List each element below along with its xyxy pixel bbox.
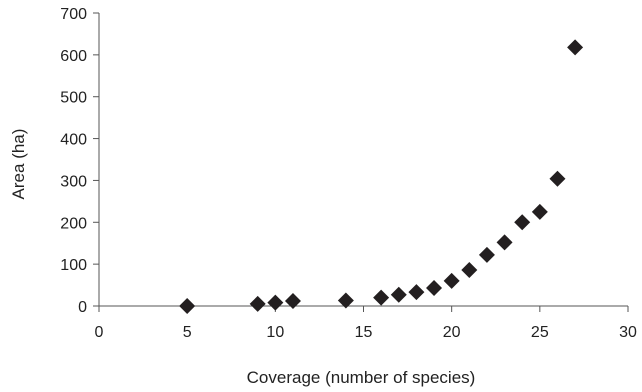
y-tick-label: 300 [60,173,87,190]
data-point [426,280,443,297]
y-axis-title: Area (ha) [9,129,28,200]
y-tick-label: 0 [78,299,87,316]
data-point [461,262,478,279]
x-tick-label: 25 [531,324,549,341]
data-points [179,39,584,314]
data-point [496,234,513,251]
data-point [337,292,354,309]
x-tick-label: 20 [443,324,461,341]
y-axis: 0 100 200 300 400 500 600 700 [60,6,100,316]
data-point [267,294,284,311]
data-point [514,214,531,231]
y-tick-label: 700 [60,6,87,23]
x-tick-label: 15 [355,324,373,341]
y-tick-label: 400 [60,132,87,149]
data-point [390,286,407,303]
data-point [249,295,266,312]
data-point [567,39,584,56]
data-point [531,203,548,220]
data-point [478,246,495,263]
x-axis: 0 5 10 15 20 25 30 [95,305,637,341]
data-point [443,272,460,289]
y-tick-label: 600 [60,48,87,65]
y-tick-label: 100 [60,257,87,274]
data-point [373,289,390,306]
data-point [179,298,196,314]
x-tick-label: 10 [266,324,284,341]
x-axis-title: Coverage (number of species) [247,368,476,387]
data-point [549,170,566,187]
x-tick-label: 30 [619,324,637,341]
x-tick-label: 0 [95,324,104,341]
data-point [284,292,301,309]
y-tick-label: 500 [60,90,87,107]
x-tick-label: 5 [183,324,192,341]
data-point [408,284,425,301]
y-tick-label: 200 [60,215,87,232]
